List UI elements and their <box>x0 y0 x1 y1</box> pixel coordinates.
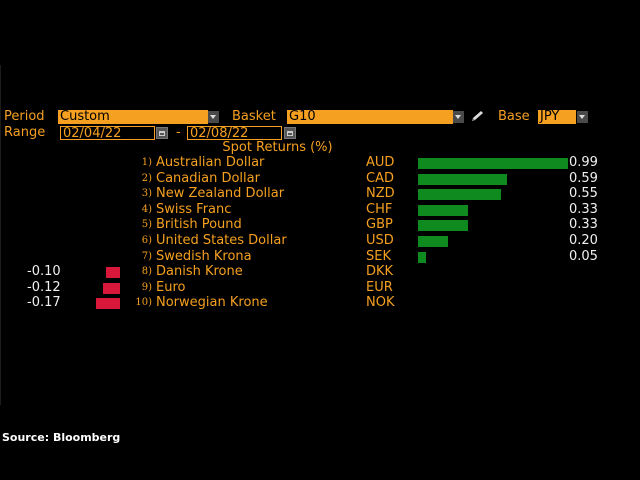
currency-name: Danish Krone <box>156 264 243 280</box>
source-note: Source: Bloomberg <box>2 431 121 444</box>
currency-name: New Zealand Dollar <box>156 186 285 202</box>
row-rank: 10) <box>135 297 152 309</box>
range-label: Range <box>4 125 46 140</box>
currency-code: NOK <box>366 295 395 311</box>
value-label: 0.59 <box>569 170 598 186</box>
range-start-date-field[interactable]: 02/04/22 <box>60 126 155 140</box>
currency-name: Euro <box>156 279 186 295</box>
currency-code: USD <box>366 233 394 248</box>
row-rank: 9) <box>141 281 152 293</box>
base-chevron-down-icon[interactable] <box>577 111 588 123</box>
value-label: -0.10 <box>27 264 61 280</box>
currency-code: CAD <box>366 170 394 186</box>
period-chevron-down-icon[interactable] <box>208 111 219 123</box>
value-label: -0.17 <box>27 295 61 311</box>
currency-name: Norwegian Krone <box>156 295 268 311</box>
period-dropdown[interactable]: Custom <box>58 110 208 124</box>
currency-row[interactable]: 6) United States Dollar USD 0.20 <box>0 233 640 249</box>
currency-name: Swedish Krona <box>156 248 252 264</box>
positive-bar <box>418 236 449 247</box>
range-end-date-field[interactable]: 02/08/22 <box>187 126 282 140</box>
negative-bar <box>96 298 120 310</box>
currency-code: GBP <box>366 217 393 233</box>
currency-row[interactable]: 10) Norwegian Krone NOK -0.17 <box>0 295 640 311</box>
base-label: Base <box>498 109 530 124</box>
row-rank: 1) <box>141 157 152 168</box>
currency-row[interactable]: 1) Australian Dollar AUD 0.99 <box>0 155 640 171</box>
row-rank: 5) <box>141 219 152 231</box>
base-currency-dropdown[interactable]: JPY <box>538 110 576 124</box>
positive-bar <box>418 158 568 169</box>
currency-row[interactable]: 2) Canadian Dollar CAD 0.59 <box>0 171 640 187</box>
currency-row[interactable]: 9) Euro EUR -0.12 <box>0 280 640 296</box>
row-rank: 4) <box>141 203 152 215</box>
positive-bar <box>418 189 502 201</box>
currency-code: CHF <box>366 201 393 217</box>
row-rank: 2) <box>141 172 152 184</box>
value-label: 0.33 <box>569 217 598 233</box>
basket-label: Basket <box>232 109 276 124</box>
currency-code: DKK <box>366 264 394 280</box>
currency-code: EUR <box>366 279 393 295</box>
value-label: 0.99 <box>569 155 598 170</box>
currency-name: Swiss Franc <box>156 201 232 217</box>
currency-code: NZD <box>366 186 395 202</box>
positive-bar <box>418 173 508 185</box>
currency-name: Canadian Dollar <box>156 170 260 186</box>
negative-bar <box>105 267 120 279</box>
value-label: 0.55 <box>569 186 598 202</box>
row-rank: 6) <box>141 235 152 246</box>
currency-name: British Pound <box>156 217 242 233</box>
row-rank: 3) <box>141 188 152 200</box>
currency-row[interactable]: 7) Swedish Krona SEK 0.05 <box>0 249 640 265</box>
currency-row[interactable]: 3) New Zealand Dollar NZD 0.55 <box>0 186 640 202</box>
currency-name: United States Dollar <box>156 233 287 248</box>
row-rank: 8) <box>141 266 152 278</box>
calendar-icon[interactable] <box>284 127 296 139</box>
pencil-icon[interactable] <box>470 109 486 123</box>
currency-row[interactable]: 8) Danish Krone DKK -0.10 <box>0 264 640 280</box>
positive-bar <box>418 220 468 232</box>
currency-row[interactable]: 4) Swiss Franc CHF 0.33 <box>0 202 640 218</box>
chart-title: Spot Returns (%) <box>222 140 333 155</box>
positive-bar <box>418 204 468 216</box>
negative-bar <box>103 282 120 294</box>
value-label: 0.20 <box>569 233 598 248</box>
value-label: 0.05 <box>569 248 598 264</box>
row-rank: 7) <box>141 250 152 262</box>
basket-chevron-down-icon[interactable] <box>453 111 464 123</box>
value-label: -0.12 <box>27 279 61 295</box>
currency-code: AUD <box>366 155 395 170</box>
positive-bar <box>418 251 426 263</box>
basket-dropdown[interactable]: G10 <box>287 110 453 124</box>
range-separator: - <box>176 125 181 140</box>
period-label: Period <box>4 109 45 124</box>
currency-row[interactable]: 5) British Pound GBP 0.33 <box>0 217 640 233</box>
currency-code: SEK <box>366 248 391 264</box>
value-label: 0.33 <box>569 201 598 217</box>
calendar-icon[interactable] <box>156 127 168 139</box>
currency-name: Australian Dollar <box>156 155 265 170</box>
